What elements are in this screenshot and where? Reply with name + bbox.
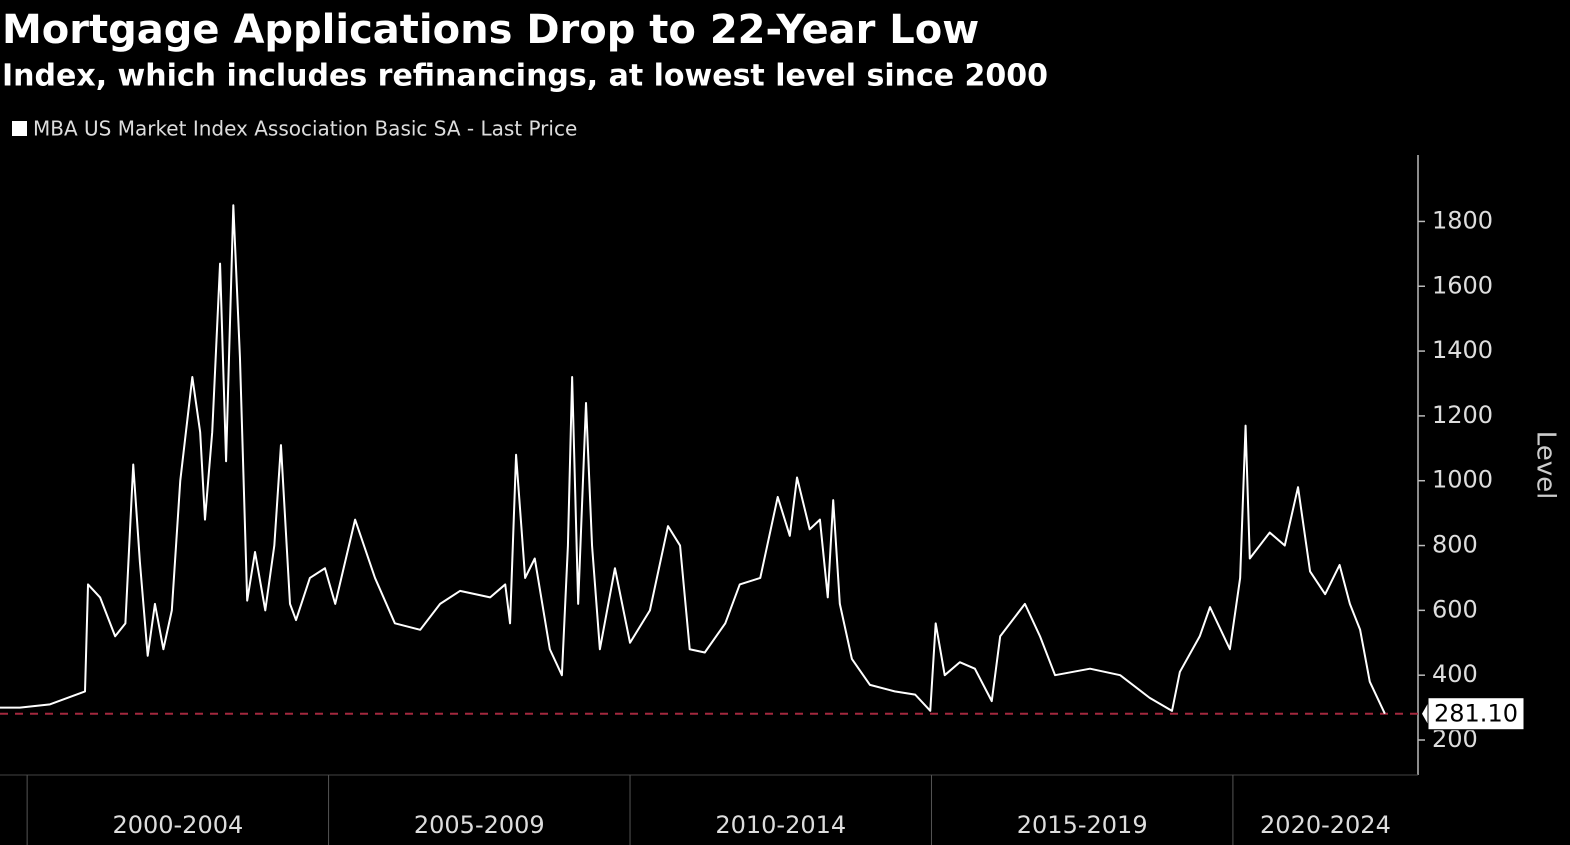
chart-subtitle: Index, which includes refinancings, at l…: [2, 59, 1048, 94]
last-value-label: 281.10: [1434, 700, 1518, 728]
y-axis-title: Level: [1531, 431, 1561, 500]
y-tick-label: 600: [1432, 595, 1478, 623]
y-tick-label: 1800: [1432, 206, 1493, 234]
last-value-box: [1427, 697, 1525, 731]
y-tick-label: 1400: [1432, 336, 1493, 364]
x-period-label: 2005-2009: [414, 811, 545, 839]
y-tick-label: 400: [1432, 660, 1478, 688]
y-tick-label: 1000: [1432, 466, 1493, 494]
y-tick-label: 1200: [1432, 401, 1493, 429]
x-period-label: 2015-2019: [1017, 811, 1148, 839]
x-period-label: 2000-2004: [112, 811, 243, 839]
x-period-label: 2020-2024: [1260, 811, 1391, 839]
x-period-label: 2010-2014: [715, 811, 846, 839]
series-line: [0, 204, 1386, 715]
y-tick-label: 1600: [1432, 271, 1493, 299]
chart-title: Mortgage Applications Drop to 22-Year Lo…: [2, 7, 979, 53]
legend-label: MBA US Market Index Association Basic SA…: [33, 117, 577, 141]
y-tick-label: 800: [1432, 531, 1478, 559]
legend-swatch: [12, 121, 27, 136]
